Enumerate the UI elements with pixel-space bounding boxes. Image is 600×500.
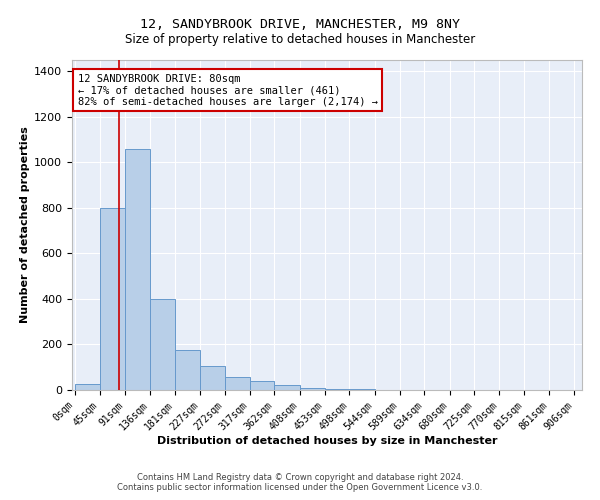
Text: Contains public sector information licensed under the Open Government Licence v3: Contains public sector information licen… (118, 484, 482, 492)
Bar (175, 350, 200, 390)
Bar (75, 384, 100, 390)
Text: 12 SANDYBROOK DRIVE: 80sqm
← 17% of detached houses are smaller (461)
82% of sem: 12 SANDYBROOK DRIVE: 80sqm ← 17% of deta… (77, 74, 377, 107)
Bar (225, 378, 250, 390)
Bar (250, 381, 274, 390)
Bar (125, 149, 150, 390)
Bar (200, 366, 225, 390)
Text: Size of property relative to detached houses in Manchester: Size of property relative to detached ho… (125, 32, 475, 46)
Text: 12, SANDYBROOK DRIVE, MANCHESTER, M9 8NY: 12, SANDYBROOK DRIVE, MANCHESTER, M9 8NY (140, 18, 460, 30)
Bar (325, 389, 349, 390)
Y-axis label: Number of detached properties: Number of detached properties (20, 126, 30, 324)
Bar (274, 386, 300, 390)
Text: Contains HM Land Registry data © Crown copyright and database right 2024.: Contains HM Land Registry data © Crown c… (137, 472, 463, 482)
X-axis label: Distribution of detached houses by size in Manchester: Distribution of detached houses by size … (157, 436, 497, 446)
Bar (300, 388, 325, 390)
Bar (150, 299, 175, 390)
Bar (100, 208, 125, 390)
